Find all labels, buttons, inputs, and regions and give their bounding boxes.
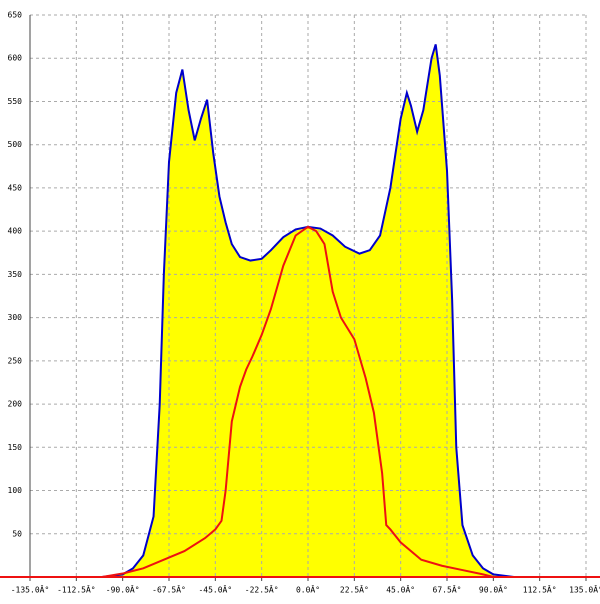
y-tick-label: 200 — [8, 400, 23, 409]
y-tick-label: 350 — [8, 270, 23, 279]
y-tick-label: 100 — [8, 486, 23, 495]
x-tick-label: -45.0Â° — [198, 584, 232, 595]
x-tick-label: -135.0Â° — [11, 584, 50, 595]
x-tick-label: 45.0Â° — [386, 584, 415, 595]
line — [101, 44, 515, 578]
x-tick-label: 0.0Â° — [296, 584, 320, 595]
y-tick-label: 400 — [8, 227, 23, 236]
x-tick-label: 135.0Â° — [569, 584, 600, 595]
y-tick-label: 450 — [8, 183, 23, 192]
y-tick-label: 50 — [12, 529, 22, 538]
y-tick-label: 550 — [8, 97, 23, 106]
y-tick-label: 500 — [8, 140, 23, 149]
x-tick-label: 90.0Â° — [479, 584, 508, 595]
x-tick-label: -90.0Â° — [106, 584, 140, 595]
y-tick-label: 150 — [8, 443, 23, 452]
x-tick-label: -67.5Â° — [152, 584, 186, 595]
x-tick-label: 67.5Â° — [433, 584, 462, 595]
y-tick-label: 250 — [8, 356, 23, 365]
x-tick-label: 112.5Â° — [523, 584, 557, 595]
y-tick-label: 650 — [8, 11, 23, 20]
y-tick-label: 600 — [8, 54, 23, 63]
x-tick-label: 22.5Â° — [340, 584, 369, 595]
x-tick-label: -22.5Â° — [245, 584, 279, 595]
y-tick-label: 300 — [8, 313, 23, 322]
x-tick-label: -112.5Â° — [57, 584, 96, 595]
line — [101, 225, 494, 578]
